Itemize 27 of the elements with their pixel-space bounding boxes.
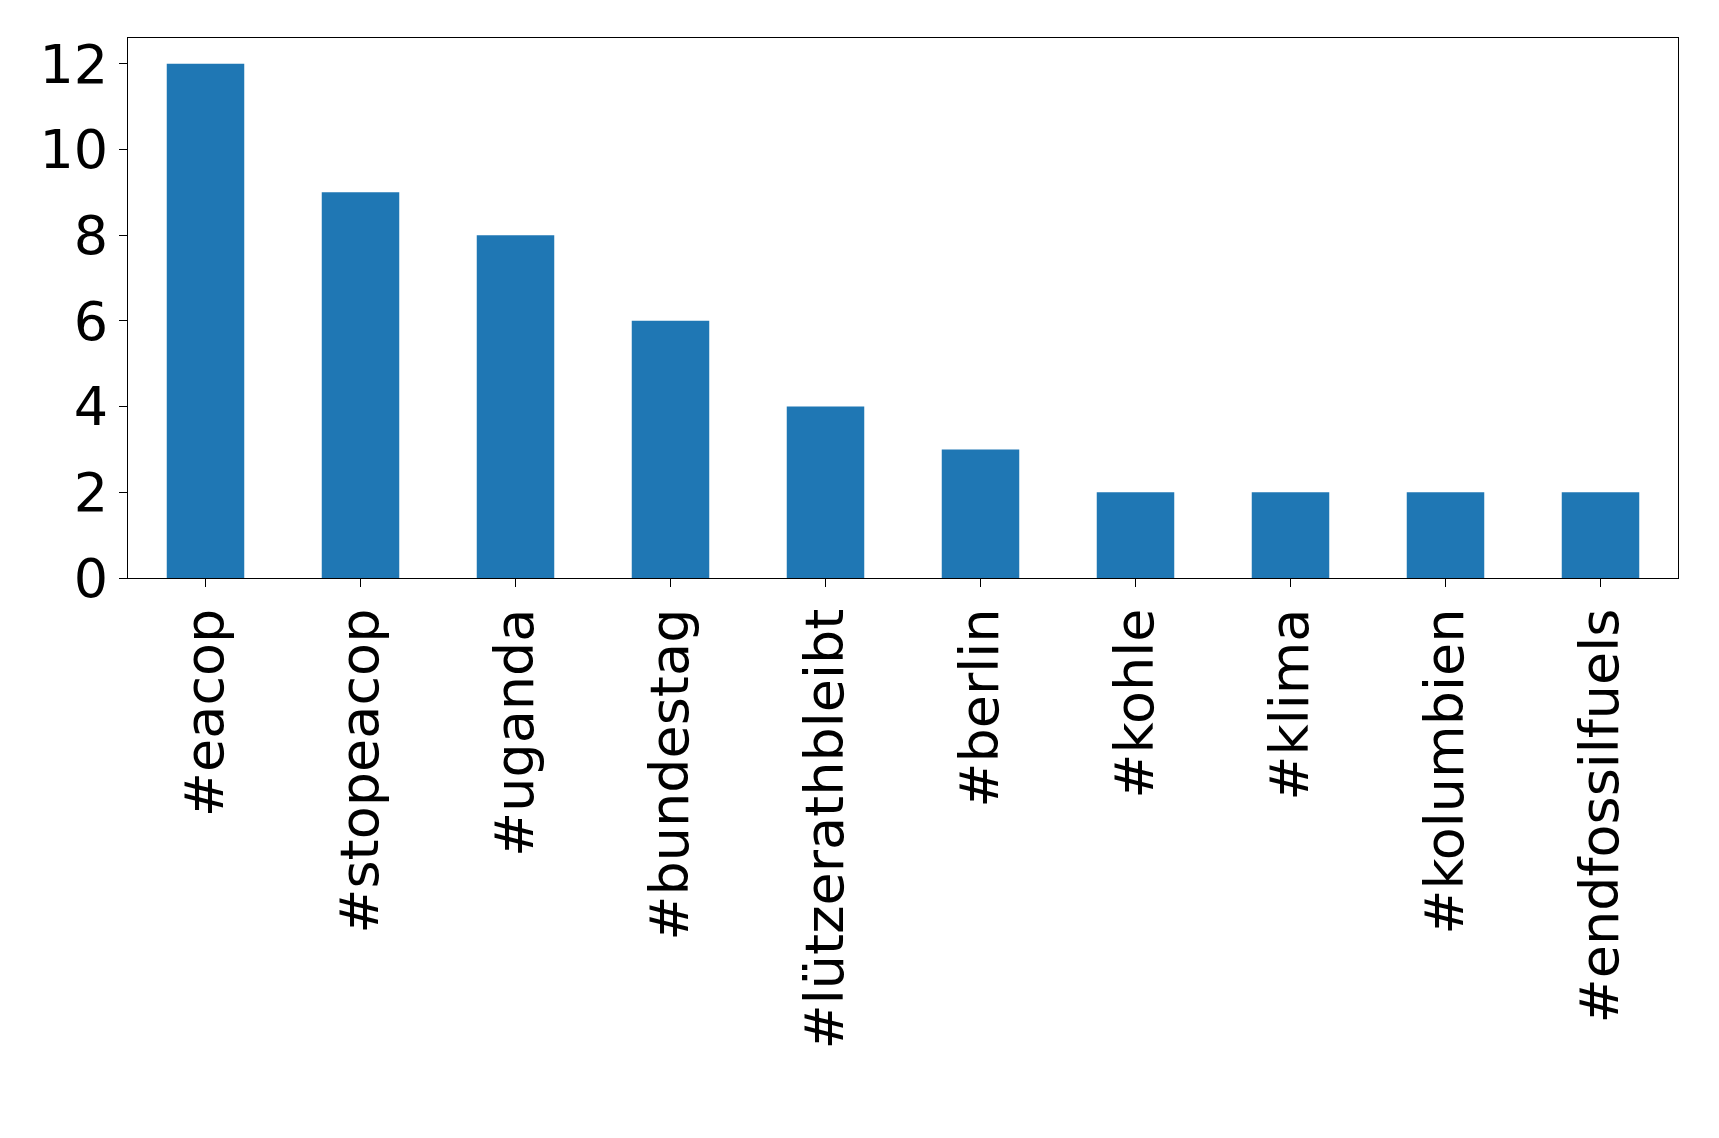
- x-tick-label: #eacop: [173, 608, 237, 818]
- y-tick-label: 6: [73, 289, 109, 353]
- y-tick-label: 0: [73, 546, 109, 610]
- y-tick-label: 10: [39, 118, 109, 182]
- bar: [941, 449, 1020, 578]
- x-tick-label: #uganda: [483, 608, 547, 858]
- x-tick-label: #stopeacop: [328, 608, 392, 934]
- y-tick-label: 8: [73, 204, 109, 268]
- bar: [321, 192, 400, 578]
- bar: [631, 320, 710, 578]
- x-tick-label: #berlin: [948, 608, 1012, 808]
- x-tick-label: #endfossilfuels: [1568, 608, 1632, 1024]
- x-tick-label: #bundestag: [638, 608, 702, 941]
- x-tick-label: #kolumbien: [1413, 608, 1477, 935]
- y-tick-label: 12: [39, 32, 109, 96]
- bar: [1251, 492, 1330, 578]
- x-tick-label: #kohle: [1103, 608, 1167, 799]
- bar: [166, 63, 245, 578]
- bar: [1561, 492, 1640, 578]
- bar: [1096, 492, 1175, 578]
- x-tick-label: #lützerathbleibt: [793, 608, 857, 1050]
- y-tick-label: 2: [73, 461, 109, 525]
- x-tick-label: #klima: [1258, 608, 1322, 801]
- bar: [476, 235, 555, 578]
- y-tick-label: 4: [73, 375, 109, 439]
- bar: [1406, 492, 1485, 578]
- bar: [786, 406, 865, 578]
